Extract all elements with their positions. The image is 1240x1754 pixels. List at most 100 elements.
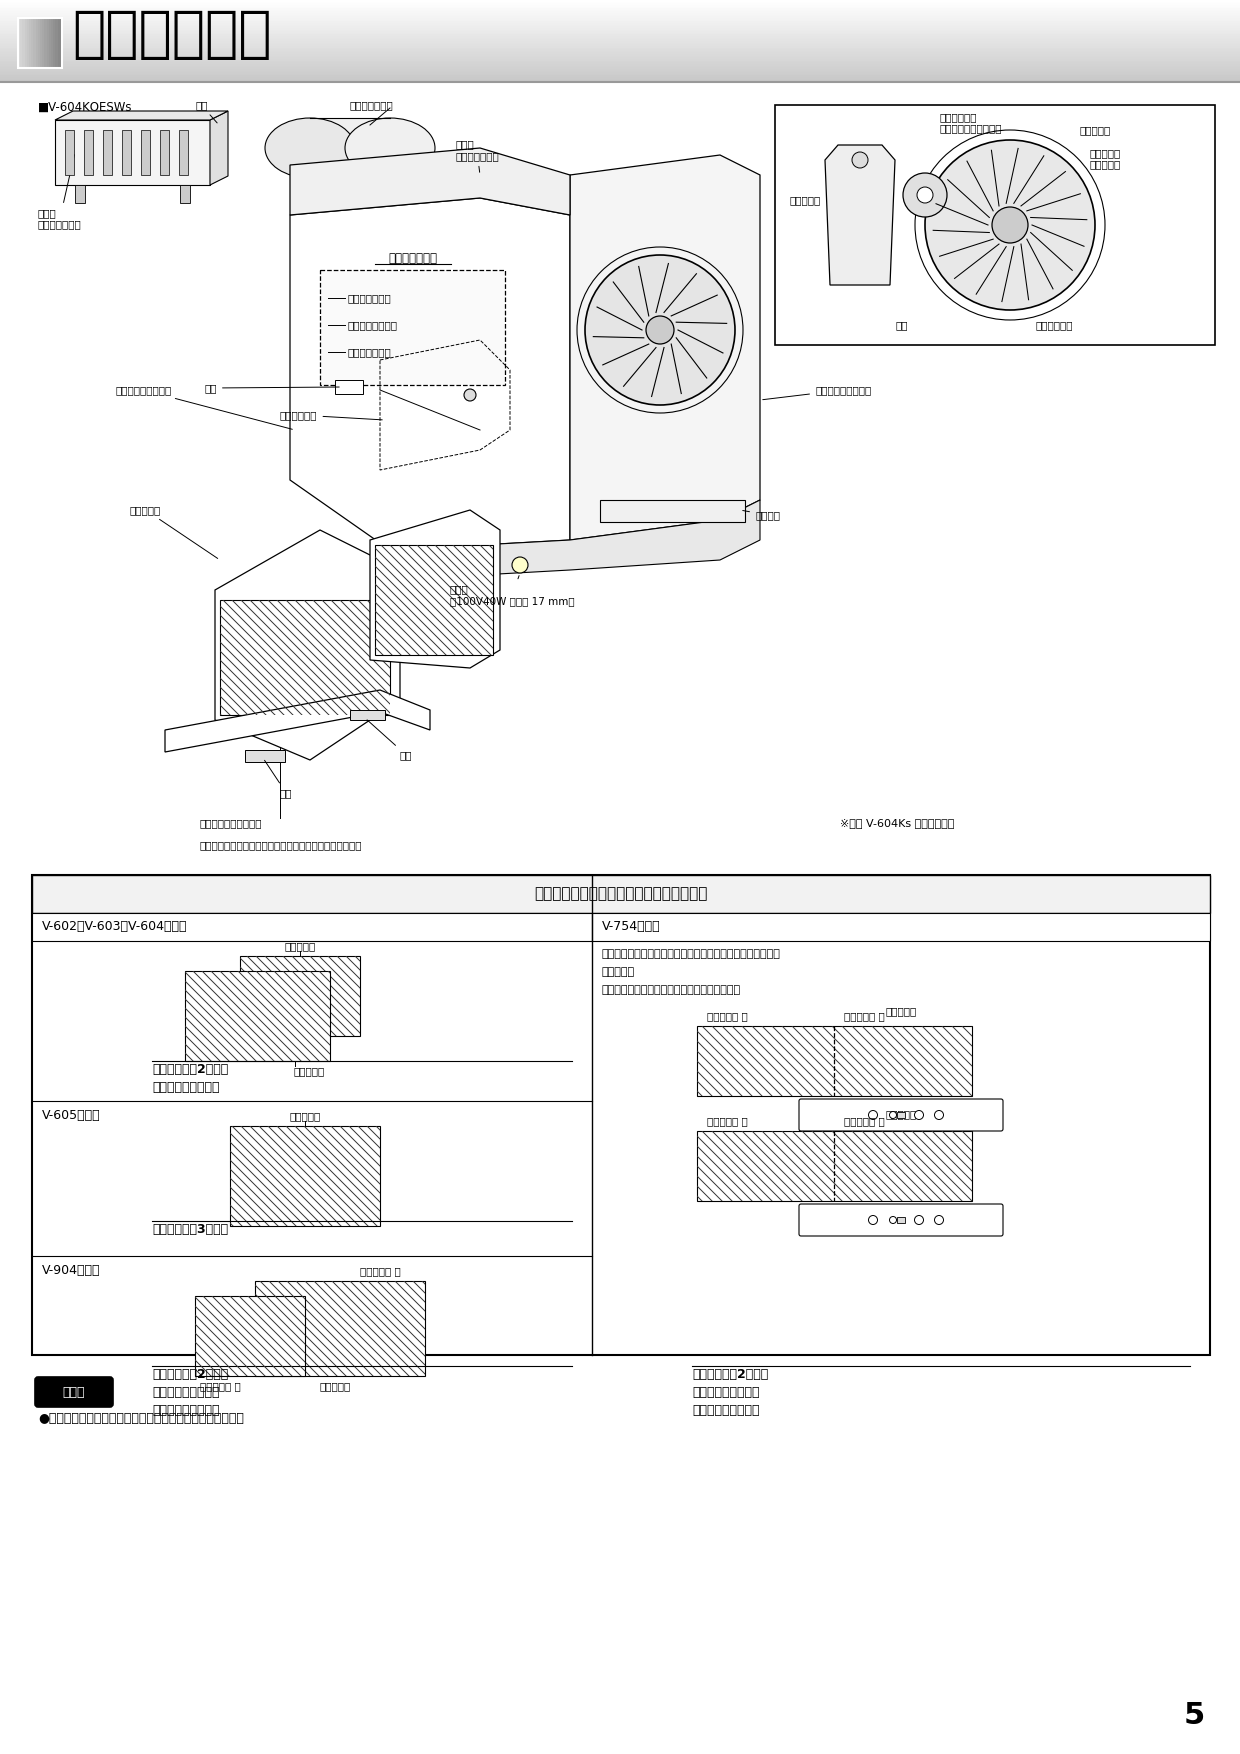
Text: 取手: 取手 [264, 759, 293, 798]
Bar [45, 18, 47, 68]
Text: スイッチパネル: スイッチパネル [348, 347, 392, 358]
Text: フィルター: フィルター [885, 1109, 916, 1119]
Bar [25, 18, 27, 68]
Text: フィルター: フィルター [289, 1110, 321, 1121]
Bar [185, 972, 330, 1061]
Text: V-602・V-603・V-604タイプ: V-602・V-603・V-604タイプ [42, 921, 187, 933]
Text: 各部のなまえ: 各部のなまえ [72, 9, 272, 61]
Bar [0, 33, 1240, 35]
Bar [775, 105, 1215, 346]
Bar [0, 35, 1240, 37]
Bar [0, 65, 1240, 68]
Text: フィルター: フィルター [294, 1066, 325, 1075]
Text: 上幕板
（前面パネル）: 上幕板 （前面パネル） [455, 139, 498, 172]
Ellipse shape [265, 118, 355, 177]
Bar [0, 63, 1240, 65]
Bar [897, 1217, 905, 1223]
Text: バッフル板 大: バッフル板 大 [360, 1266, 401, 1275]
Bar [47, 18, 50, 68]
Bar [0, 14, 1240, 18]
Bar [241, 956, 360, 1037]
Polygon shape [570, 154, 760, 540]
Bar [20, 18, 22, 68]
Polygon shape [210, 111, 228, 184]
Bar [0, 63, 1240, 67]
Text: ファンケース: ファンケース [1035, 319, 1073, 330]
Text: まわり止め
ワッシャー: まわり止め ワッシャー [1090, 147, 1121, 170]
Text: スピンナー: スピンナー [1080, 125, 1111, 135]
Bar [37, 18, 41, 68]
Bar [0, 2, 1240, 4]
Text: 前パネル（フード）: 前パネル（フード） [115, 384, 293, 430]
Circle shape [646, 316, 675, 344]
Bar [42, 18, 45, 68]
Bar [0, 56, 1240, 58]
Circle shape [585, 254, 735, 405]
Text: ランプ
（100V40W 口金径 17 mm）: ランプ （100V40W 口金径 17 mm） [450, 575, 574, 605]
Polygon shape [391, 500, 760, 581]
Bar [0, 79, 1240, 81]
Circle shape [889, 1112, 897, 1119]
Bar [0, 54, 1240, 56]
Bar [179, 130, 188, 175]
Bar [0, 67, 1240, 70]
Text: 本体（ケーシング）: 本体（ケーシング） [763, 384, 872, 400]
Bar [84, 130, 93, 175]
Bar [74, 184, 86, 203]
Text: バッフル板 小: バッフル板 小 [707, 1116, 748, 1126]
Bar [0, 53, 1240, 54]
Text: ください。: ください。 [601, 966, 635, 977]
Bar [0, 60, 1240, 61]
Bar [897, 1112, 905, 1117]
Circle shape [852, 153, 868, 168]
Text: お願い: お願い [63, 1386, 86, 1398]
Text: フィルター　3セット: フィルター 3セット [153, 1223, 228, 1237]
Text: V-904タイプ: V-904タイプ [42, 1265, 100, 1277]
Text: フィルター: フィルター [885, 1007, 916, 1016]
Bar [36, 18, 38, 68]
Text: バッフル板 小: バッフル板 小 [200, 1380, 241, 1391]
Bar [0, 81, 1240, 82]
Circle shape [935, 1216, 944, 1224]
Bar [0, 5, 1240, 7]
Bar [0, 47, 1240, 49]
Text: バッフル板　大１枚: バッフル板 大１枚 [692, 1386, 759, 1400]
Circle shape [512, 558, 528, 574]
Text: 羽根: 羽根 [895, 319, 908, 330]
Bar [57, 18, 61, 68]
Text: （中央部に取付けないと油煙等の捕集効果を損ないます）: （中央部に取付けないと油煙等の捕集効果を損ないます） [200, 840, 362, 851]
Text: バッフル板（穴なし）: バッフル板（穴なし） [200, 817, 263, 828]
Bar [48, 18, 52, 68]
Text: フィルター　2セット: フィルター 2セット [153, 1063, 228, 1075]
Bar [0, 77, 1240, 79]
Circle shape [868, 1216, 878, 1224]
Bar [0, 28, 1240, 30]
Text: フィルター: フィルター [320, 1380, 351, 1391]
Text: バッフル板　　１枚: バッフル板 １枚 [153, 1080, 219, 1094]
Bar [31, 18, 33, 68]
Circle shape [889, 1217, 897, 1224]
Bar [0, 74, 1240, 75]
Text: フィルター: フィルター [130, 505, 218, 558]
Bar [141, 130, 150, 175]
Bar [0, 44, 1240, 46]
Bar [0, 46, 1240, 47]
Polygon shape [370, 510, 500, 668]
FancyBboxPatch shape [799, 1203, 1003, 1237]
Bar [0, 26, 1240, 28]
Bar [246, 751, 285, 761]
Bar [0, 61, 1240, 63]
Bar [40, 18, 42, 68]
Bar [60, 18, 62, 68]
Text: ※図は V-604Ks を示します。: ※図は V-604Ks を示します。 [839, 817, 955, 828]
Bar [27, 18, 30, 68]
Bar [32, 875, 1210, 914]
Bar [0, 68, 1240, 70]
Text: ちょうボルト
（またはつまみねじ）: ちょうボルト （またはつまみねじ） [940, 112, 1002, 133]
Bar [64, 130, 74, 175]
Bar [0, 51, 1240, 53]
Bar [0, 37, 1240, 39]
Polygon shape [290, 147, 570, 216]
Text: 小２枚: 小２枚 [153, 1403, 219, 1417]
Bar [53, 18, 56, 68]
